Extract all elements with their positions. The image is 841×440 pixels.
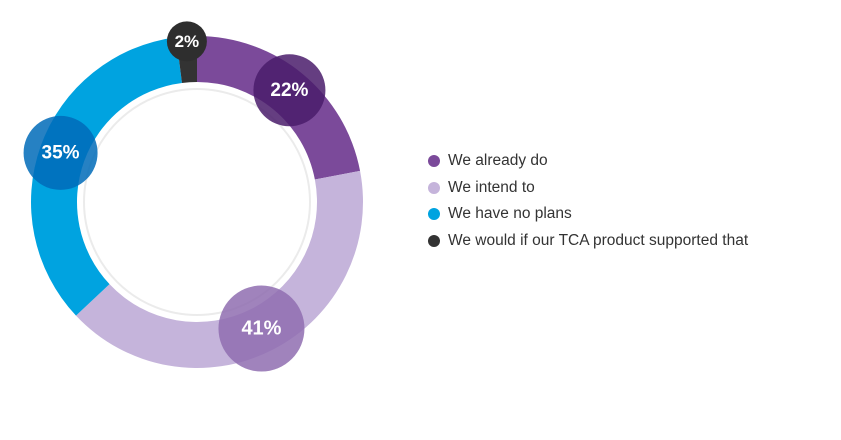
legend-label: We already do [448, 152, 548, 170]
legend-swatch [428, 234, 440, 247]
donut-slice-2 [30, 37, 182, 316]
value-bubble-3: 2% [166, 21, 207, 62]
legend-label: We have no plans [448, 205, 572, 223]
data-label: 22% [270, 80, 308, 101]
legend-label: We would if our TCA product supported th… [448, 231, 749, 249]
legend-swatch [428, 208, 440, 221]
donut-slice-1 [75, 170, 364, 368]
value-bubble-circle [23, 115, 98, 190]
legend-item: We would if our TCA product supported th… [428, 228, 748, 255]
value-bubble-1: 41% [218, 285, 305, 372]
donut-inner-ring [83, 88, 311, 316]
legend-swatch [428, 181, 440, 194]
data-label: 41% [241, 318, 281, 340]
value-bubbles: 22% 41% 35% 2% [23, 21, 326, 372]
data-label: 2% [175, 32, 200, 51]
value-bubble-circle [166, 21, 207, 62]
value-bubble-circle [253, 54, 326, 127]
chart-legend: We already do We intend to We have no plan… [428, 148, 748, 254]
legend-item: We already do [428, 148, 748, 175]
legend-label: We intend to [448, 178, 535, 196]
data-label: 35% [42, 142, 80, 163]
value-bubble-circle [218, 285, 305, 372]
legend-swatch [428, 155, 440, 168]
value-bubble-0: 22% [253, 54, 326, 127]
value-bubble-2: 35% [23, 115, 98, 190]
legend-item: We intend to [428, 175, 748, 202]
legend-item: We have no plans [428, 201, 748, 228]
